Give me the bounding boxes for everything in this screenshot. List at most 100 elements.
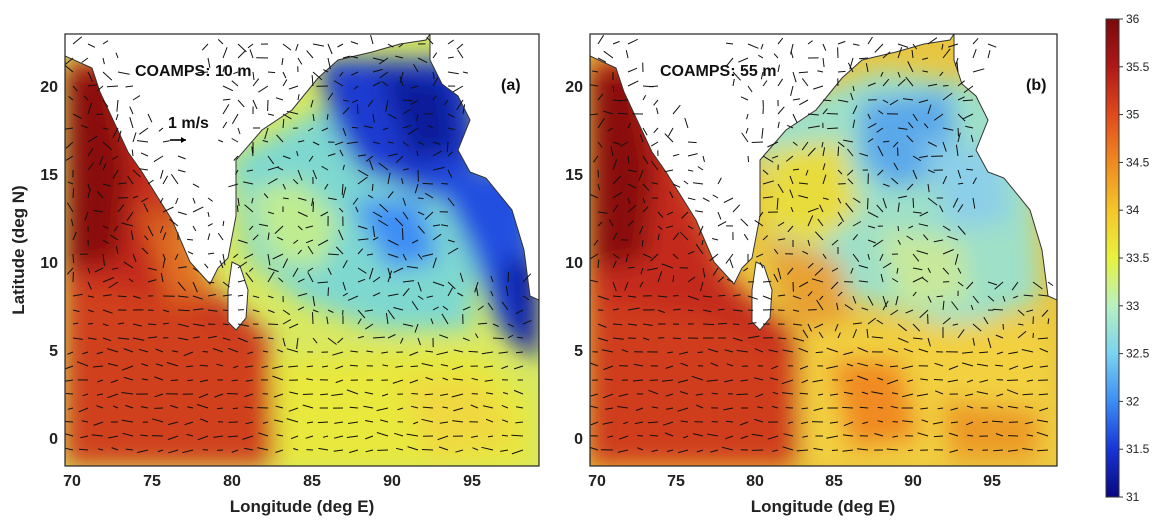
- current-vector: [395, 155, 404, 163]
- current-vector: [700, 281, 704, 292]
- current-vector: [603, 110, 614, 115]
- current-vector: [687, 141, 697, 144]
- current-vector: [717, 308, 725, 311]
- current-vector: [207, 211, 210, 218]
- current-vector: [237, 279, 245, 283]
- current-vector: [425, 377, 434, 381]
- current-vector: [957, 96, 965, 101]
- current-vector: [132, 169, 141, 178]
- current-vector: [326, 316, 329, 325]
- current-vector: [369, 267, 374, 280]
- current-vector: [297, 249, 302, 255]
- current-vector: [276, 236, 284, 241]
- current-vector: [357, 267, 367, 274]
- current-vector: [642, 197, 646, 204]
- current-vector: [852, 234, 858, 241]
- current-vector: [245, 272, 254, 283]
- current-vector: [822, 43, 827, 51]
- current-vector: [381, 81, 389, 87]
- current-vector: [837, 169, 843, 175]
- current-vector: [912, 267, 923, 271]
- current-vector: [402, 108, 411, 115]
- current-vector: [267, 309, 275, 314]
- current-vector: [741, 132, 749, 143]
- current-vector: [711, 392, 719, 395]
- current-vector: [147, 267, 157, 271]
- current-vector: [128, 278, 134, 283]
- current-vector: [407, 446, 419, 451]
- current-vector: [801, 407, 809, 410]
- current-vector: [66, 202, 74, 213]
- current-vector: [477, 322, 488, 325]
- current-vector: [857, 362, 869, 367]
- current-vector: [273, 393, 284, 398]
- current-vector: [882, 78, 890, 87]
- current-vector: [889, 99, 899, 106]
- current-vector: [813, 407, 824, 411]
- current-vector: [288, 407, 299, 412]
- current-vector: [393, 307, 404, 311]
- current-vector: [724, 349, 734, 353]
- current-vector: [267, 166, 280, 171]
- ytick-label: 10: [40, 255, 58, 272]
- current-vector: [777, 267, 782, 280]
- current-vector: [278, 277, 284, 283]
- current-vector: [96, 190, 104, 199]
- current-vector: [327, 309, 334, 313]
- current-vector: [875, 363, 884, 367]
- current-vector: [222, 85, 234, 92]
- current-vector: [792, 323, 802, 326]
- current-vector: [892, 435, 899, 438]
- current-vector: [457, 49, 464, 59]
- current-vector: [597, 323, 607, 328]
- current-vector: [87, 309, 94, 313]
- current-vector: [698, 225, 704, 236]
- current-vector: [67, 407, 74, 410]
- current-vector: [942, 267, 950, 275]
- current-vector: [747, 295, 758, 300]
- current-vector: [792, 337, 805, 342]
- current-vector: [337, 43, 344, 48]
- current-vector: [612, 191, 623, 199]
- current-vector: [891, 278, 899, 283]
- current-vector: [192, 206, 204, 213]
- current-vector: [942, 249, 954, 255]
- current-vector: [842, 434, 854, 437]
- current-vector: [612, 159, 618, 171]
- current-vector: [267, 178, 278, 185]
- current-vector: [342, 107, 350, 115]
- current-vector: [922, 70, 929, 73]
- current-vector: [264, 127, 269, 140]
- current-vector: [387, 113, 397, 120]
- current-vector: [771, 405, 779, 409]
- current-vector: [302, 404, 314, 409]
- current-vector: [357, 309, 366, 319]
- current-vector: [736, 393, 749, 396]
- current-vector: [759, 262, 764, 269]
- current-vector: [267, 113, 275, 116]
- xtick-label: 80: [223, 473, 241, 490]
- current-vector: [517, 336, 524, 339]
- ytick-label: 10: [565, 255, 583, 272]
- current-vector: [139, 168, 149, 171]
- current-vector: [350, 350, 359, 353]
- current-vector: [702, 197, 710, 202]
- current-vector: [187, 406, 194, 409]
- current-vector: [282, 309, 291, 316]
- current-vector: [672, 153, 680, 157]
- current-vector: [717, 177, 722, 185]
- current-vector: [638, 169, 644, 181]
- current-vector: [267, 232, 270, 241]
- current-vector: [443, 99, 449, 106]
- current-vector: [903, 348, 914, 353]
- current-vector: [970, 304, 974, 311]
- colorbar-tick-label: 31: [1126, 490, 1140, 504]
- current-vector: [244, 393, 254, 398]
- current-vector: [357, 154, 367, 157]
- current-vector: [177, 309, 190, 312]
- current-vector: [802, 250, 809, 255]
- current-vector: [442, 377, 449, 381]
- current-vector: [432, 71, 435, 80]
- current-vector: [174, 253, 179, 261]
- current-vector: [957, 329, 965, 339]
